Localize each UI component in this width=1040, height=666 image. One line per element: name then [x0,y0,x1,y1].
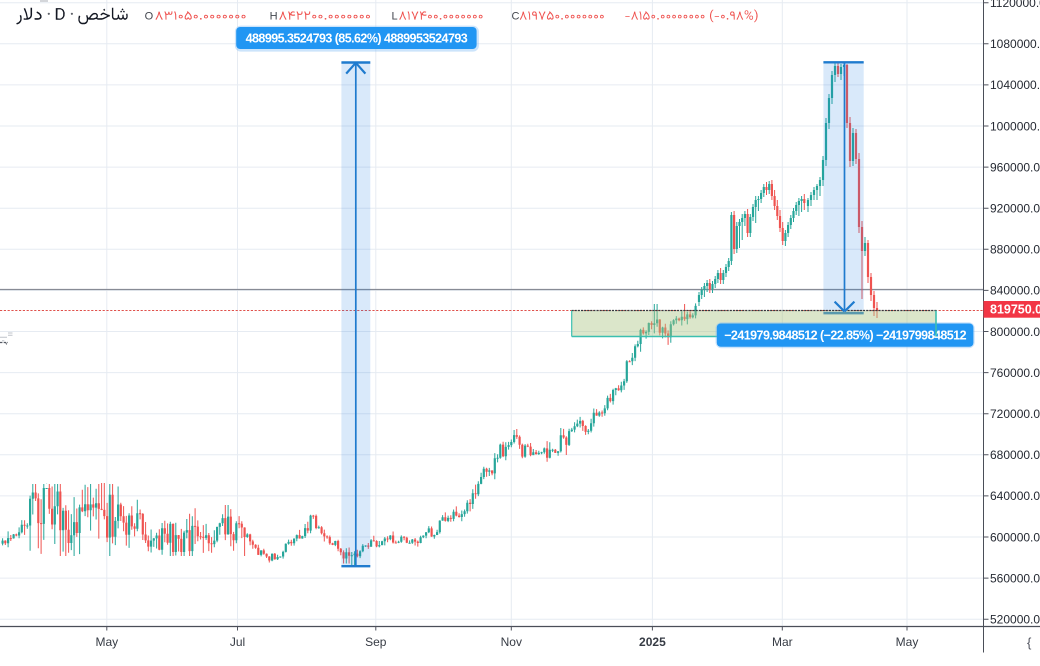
svg-text:520000.0: 520000.0 [990,613,1040,627]
svg-text:H: H [270,10,278,22]
svg-text:560000.0: 560000.0 [990,571,1040,585]
svg-text:800000.0: 800000.0 [990,325,1040,339]
svg-text:1000000.0: 1000000.0 [990,119,1040,133]
svg-text:L: L [392,10,398,22]
svg-text:Jul: Jul [230,635,245,649]
svg-text:920000.0: 920000.0 [990,202,1040,216]
svg-text:600000.0: 600000.0 [990,530,1040,544]
svg-text:2025: 2025 [639,635,666,649]
svg-text:May: May [896,635,919,649]
svg-text:Nov: Nov [501,635,522,649]
svg-text:1040000.0: 1040000.0 [990,78,1040,92]
svg-text:O: O [145,10,154,22]
svg-text:{: { [1027,635,1032,650]
svg-text:840000.0: 840000.0 [990,284,1040,298]
svg-text:760000.0: 760000.0 [990,366,1040,380]
svg-text:880000.0: 880000.0 [990,243,1040,257]
svg-text:−241979.9848512 (−22.85%) −241: −241979.9848512 (−22.85%) −2419799848512 [724,329,966,343]
svg-text:819750.0: 819750.0 [990,302,1040,316]
svg-text:720000.0: 720000.0 [990,407,1040,421]
svg-text:640000.0: 640000.0 [990,489,1040,503]
svg-text:Sep: Sep [365,635,387,649]
svg-text:960000.0: 960000.0 [990,160,1040,174]
svg-text:Mar: Mar [772,635,793,649]
svg-text:1120000.0: 1120000.0 [990,0,1040,10]
svg-text:680000.0: 680000.0 [990,448,1040,462]
svg-text:1080000.0: 1080000.0 [990,37,1040,51]
svg-text:May: May [95,635,118,649]
svg-text:C: C [512,10,520,22]
svg-text:488995.3524793 (85.62%) 488995: 488995.3524793 (85.62%) 4889953524793 [246,32,468,46]
